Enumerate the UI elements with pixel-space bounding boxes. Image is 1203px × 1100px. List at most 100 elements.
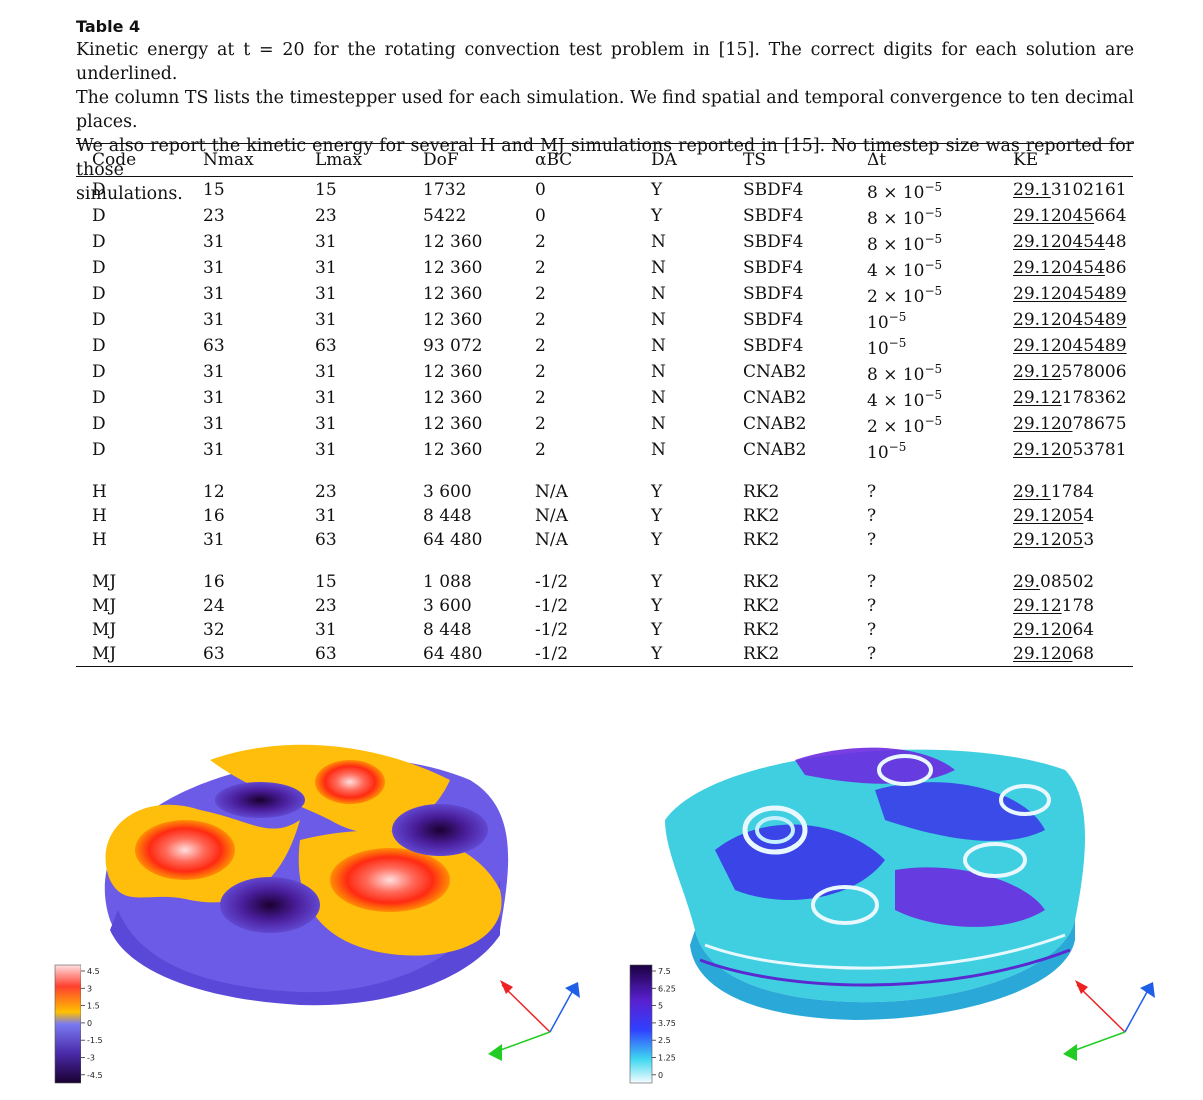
- ke-remaining-digits: 3102161: [1050, 180, 1127, 200]
- cell-lmax: 31: [315, 310, 337, 330]
- header-lmax: Lmax: [315, 144, 423, 177]
- cell-alpha-bc: N/A: [535, 482, 568, 503]
- cell-nmax: 31: [203, 530, 225, 551]
- cell-alpha-bc: -1/2: [535, 620, 569, 641]
- cell-code: MJ: [92, 595, 117, 616]
- table-row: D 31 31 12 360 2 N SBDF4 8 × 10−5 29.12045448: [76, 229, 1133, 255]
- cell-ts: SBDF4: [743, 284, 804, 304]
- temperature-colorbar-ticks: 4.5 3 1.5 0 -1.5 -3 -4.5: [81, 967, 103, 1080]
- cell-code: D: [92, 414, 106, 434]
- ke-correct-digits: 29.120: [1013, 644, 1073, 665]
- cell-ts: RK2: [743, 530, 780, 551]
- cell-dof: 8 448: [423, 620, 472, 641]
- cell-da: N: [651, 310, 666, 330]
- axes-triad-left: [488, 980, 580, 1061]
- cell-dof: 5422: [423, 206, 467, 226]
- cell-dt: ?: [867, 530, 877, 551]
- ke-remaining-digits: 53781: [1072, 440, 1127, 460]
- cell-alpha-bc: 2: [535, 388, 546, 408]
- ke-correct-digits: 29.1205: [1013, 530, 1084, 551]
- cell-ke: 29.12578006: [1013, 359, 1133, 385]
- dt-exponent: −5: [888, 440, 907, 454]
- cell-ts: CNAB2: [743, 362, 807, 382]
- cell-ts: SBDF4: [743, 336, 804, 356]
- streamline-volume: [665, 747, 1085, 1020]
- table-row: D 31 31 12 360 2 N SBDF4 10−5 29.12045489: [76, 307, 1133, 333]
- cell-ke: 29.12054: [1013, 504, 1133, 528]
- cell-ke: 29.12053: [1013, 528, 1133, 552]
- cell-alpha-bc: 2: [535, 310, 546, 330]
- cell-dt: ?: [867, 571, 877, 592]
- cell-code: D: [92, 258, 106, 278]
- cell-ke: 29.12045489: [1013, 281, 1133, 307]
- cell-ke: 29.12045486: [1013, 255, 1133, 281]
- cell-code: D: [92, 206, 106, 226]
- ke-remaining-digits: 78675: [1072, 414, 1127, 434]
- ke-correct-digits: 29.1: [1013, 482, 1051, 503]
- cell-alpha-bc: N/A: [535, 530, 568, 551]
- cell-alpha-bc: 0: [535, 206, 546, 226]
- ke-remaining-digits: 178: [1061, 595, 1095, 616]
- cell-ke: 29.12045489: [1013, 333, 1133, 359]
- table-row: D 31 31 12 360 2 N CNAB2 4 × 10−5 29.12178362: [76, 385, 1133, 411]
- ke-remaining-digits: 68: [1072, 644, 1095, 665]
- cell-nmax: 31: [203, 258, 225, 278]
- caption-line-2: The column TS lists the timestepper used…: [76, 88, 1134, 132]
- cell-nmax: 32: [203, 620, 225, 641]
- cell-dt: ?: [867, 620, 877, 641]
- table-row: D 31 31 12 360 2 N SBDF4 4 × 10−5 29.12045486: [76, 255, 1133, 281]
- caption-line-4: simulations.: [76, 184, 183, 204]
- table-body: D 15 15 1732 0 Y SBDF4 8 × 10−5 29.13102161 D 23 23…: [76, 177, 1133, 667]
- cell-dof: 3 600: [423, 482, 472, 503]
- colorbar-tick-label: -3: [87, 1054, 95, 1063]
- cell-lmax: 31: [315, 362, 337, 382]
- colorbar-tick-label: 0: [658, 1071, 663, 1080]
- table-row: D 63 63 93 072 2 N SBDF4 10−5 29.12045489: [76, 333, 1133, 359]
- cell-da: Y: [651, 595, 663, 616]
- colorbar-tick-label: 1.5: [87, 1002, 100, 1011]
- cell-ts: CNAB2: [743, 388, 807, 408]
- table-row: H 31 63 64 480 N/A Y RK2? 29.12053: [76, 528, 1133, 552]
- cell-ke: 29.12045448: [1013, 229, 1133, 255]
- cell-da: N: [651, 258, 666, 278]
- cell-ts: SBDF4: [743, 258, 804, 278]
- cell-nmax: 31: [203, 388, 225, 408]
- cell-dof: 12 360: [423, 440, 483, 460]
- cell-alpha-bc: 2: [535, 258, 546, 278]
- table-header-row: Code Nmax Lmax DoF αBC DA TS Δt KE: [76, 144, 1133, 177]
- cell-nmax: 23: [203, 206, 225, 226]
- cell-ts: SBDF4: [743, 310, 804, 330]
- cell-da: N: [651, 362, 666, 382]
- cell-dof: 12 360: [423, 232, 483, 252]
- group-spacer: [76, 553, 1133, 570]
- cell-dof: 64 480: [423, 530, 483, 551]
- cell-code: D: [92, 336, 106, 356]
- cell-alpha-bc: 2: [535, 336, 546, 356]
- ke-remaining-digits: 48: [1104, 232, 1127, 252]
- cell-da: N: [651, 440, 666, 460]
- cell-dof: 12 360: [423, 362, 483, 382]
- ke-correct-digits: 29.12045: [1013, 206, 1095, 226]
- cell-alpha-bc: 2: [535, 440, 546, 460]
- cell-nmax: 16: [203, 506, 225, 527]
- cell-lmax: 31: [315, 388, 337, 408]
- cell-alpha-bc: -1/2: [535, 571, 569, 592]
- cell-ke: 29.12068: [1013, 642, 1133, 666]
- cell-da: N: [651, 336, 666, 356]
- cell-da: Y: [651, 506, 663, 527]
- ke-correct-digits: 29.12: [1013, 388, 1062, 408]
- cell-ke: 29.12064: [1013, 618, 1133, 642]
- ke-remaining-digits: 178362: [1061, 388, 1127, 408]
- cell-nmax: 31: [203, 310, 225, 330]
- table-row: D 23 23 5422 0 Y SBDF4 8 × 10−5 29.12045664: [76, 203, 1133, 229]
- cell-code: D: [92, 284, 106, 304]
- cell-nmax: 63: [203, 644, 225, 665]
- cell-dof: 93 072: [423, 336, 483, 356]
- cell-ke: 29.12045664: [1013, 203, 1133, 229]
- cell-ts: CNAB2: [743, 440, 807, 460]
- ke-correct-digits: 29.120: [1013, 620, 1073, 641]
- table-row: MJ 24 23 3 600 -1/2 Y RK2? 29.12178: [76, 594, 1133, 618]
- cell-dof: 12 360: [423, 388, 483, 408]
- ke-correct-digits: 29.12045489: [1013, 310, 1127, 330]
- table-row: D 31 31 12 360 2 N CNAB2 10−5 29.12053781: [76, 437, 1133, 463]
